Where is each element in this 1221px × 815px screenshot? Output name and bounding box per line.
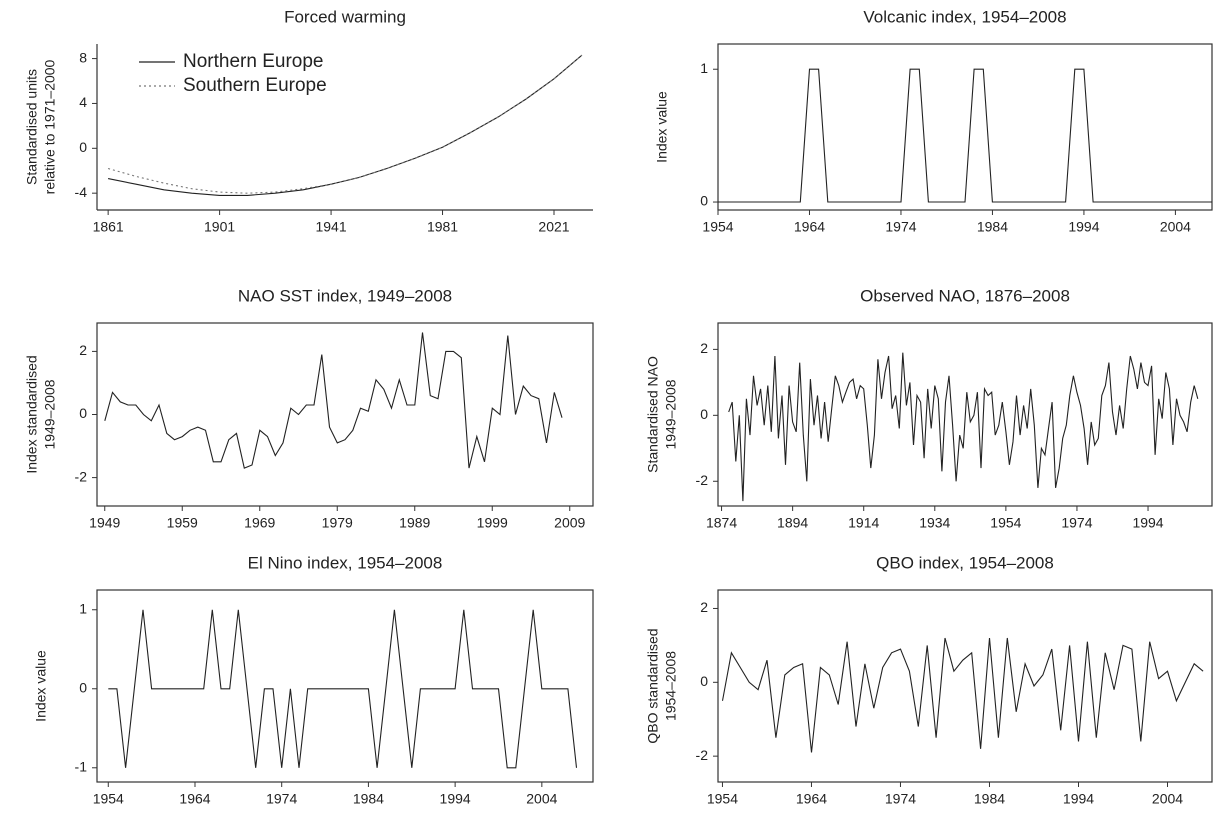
plot-frame <box>96 322 594 507</box>
x-tick-label: 1974 <box>885 219 916 235</box>
plot-frame <box>717 43 1213 211</box>
panel-title: QBO index, 1954–2008 <box>876 553 1054 572</box>
panel-title: El Nino index, 1954–2008 <box>248 553 443 572</box>
x-tick-label: 1914 <box>848 515 879 531</box>
panel-title: Volcanic index, 1954–2008 <box>863 7 1066 26</box>
y-tick-label: 0 <box>700 406 708 422</box>
x-tick-label: 1949 <box>89 515 120 531</box>
x-tick-label: 1954 <box>702 219 733 235</box>
y-axis-label: 1949–2008 <box>663 379 679 449</box>
panel-title: Observed NAO, 1876–2008 <box>860 286 1070 305</box>
y-axis-label: Standardised NAO <box>645 356 661 473</box>
panel-title: Forced warming <box>284 7 406 26</box>
data-line <box>721 637 1204 753</box>
x-tick-label: 2004 <box>526 791 557 807</box>
x-tick-label: 1984 <box>974 791 1005 807</box>
panel-title: NAO SST index, 1949–2008 <box>238 286 452 305</box>
x-tick-label: 1989 <box>399 515 430 531</box>
data-line <box>107 54 583 194</box>
y-tick-label: -2 <box>696 472 709 488</box>
y-tick-label: 2 <box>79 342 87 358</box>
x-tick-label: 1894 <box>777 515 808 531</box>
x-tick-label: 1981 <box>427 219 458 235</box>
x-tick-label: 1979 <box>322 515 353 531</box>
y-tick-label: -1 <box>75 758 88 774</box>
legend-label: Southern Europe <box>183 75 327 96</box>
x-tick-label: 1994 <box>1132 515 1163 531</box>
x-tick-label: 1941 <box>315 219 346 235</box>
plot-frame <box>717 322 1213 507</box>
data-line <box>107 54 583 196</box>
data-line <box>728 352 1199 502</box>
y-tick-label: 0 <box>700 193 708 209</box>
x-tick-label: 1964 <box>179 791 210 807</box>
y-axis-label: Index value <box>33 650 49 722</box>
x-tick-label: 1984 <box>353 791 384 807</box>
x-tick-label: 1954 <box>93 791 124 807</box>
plot-frame <box>717 589 1213 783</box>
y-tick-label: 0 <box>700 673 708 689</box>
y-axis-label: Index standardised <box>24 355 40 473</box>
plot-frame <box>96 589 594 783</box>
y-axis-label: relative to 1971–2000 <box>42 59 58 194</box>
x-tick-label: 1994 <box>1068 219 1099 235</box>
y-tick-label: 8 <box>79 49 87 65</box>
y-tick-label: 2 <box>700 340 708 356</box>
x-tick-label: 1959 <box>167 515 198 531</box>
legend-label: Northern Europe <box>183 51 323 72</box>
x-tick-label: 1964 <box>794 219 825 235</box>
data-line <box>104 332 563 469</box>
y-axis-label: 1954–2008 <box>663 651 679 721</box>
x-tick-label: 1994 <box>440 791 471 807</box>
x-tick-label: 1974 <box>885 791 916 807</box>
x-tick-label: 2021 <box>538 219 569 235</box>
x-tick-label: 1969 <box>244 515 275 531</box>
x-tick-label: 1934 <box>919 515 950 531</box>
x-tick-label: 1874 <box>706 515 737 531</box>
x-tick-label: 1974 <box>1061 515 1092 531</box>
y-tick-label: -2 <box>696 747 709 763</box>
x-tick-label: 2009 <box>554 515 585 531</box>
y-tick-label: -4 <box>75 184 88 200</box>
y-axis-label: QBO standardised <box>645 628 661 743</box>
x-tick-label: 1994 <box>1063 791 1094 807</box>
data-line <box>108 609 578 769</box>
y-tick-label: 0 <box>79 139 87 155</box>
x-tick-label: 1974 <box>266 791 297 807</box>
y-tick-label: 0 <box>79 405 87 421</box>
x-tick-label: 1999 <box>477 515 508 531</box>
x-tick-label: 1984 <box>977 219 1008 235</box>
x-tick-label: 1901 <box>204 219 235 235</box>
x-tick-label: 1954 <box>990 515 1021 531</box>
y-axis-label: Standardised units <box>24 69 40 185</box>
y-tick-label: -2 <box>75 468 88 484</box>
x-tick-label: 1954 <box>707 791 738 807</box>
x-tick-label: 2004 <box>1160 219 1191 235</box>
y-axis-label: Index value <box>654 91 670 163</box>
y-tick-label: 2 <box>700 599 708 615</box>
y-axis-label: 1949–2008 <box>42 379 58 449</box>
x-tick-label: 1964 <box>796 791 827 807</box>
y-tick-label: 1 <box>700 60 708 76</box>
y-tick-label: 0 <box>79 679 87 695</box>
y-tick-label: 4 <box>79 94 87 110</box>
data-line <box>718 68 1212 203</box>
x-tick-label: 1861 <box>93 219 124 235</box>
y-tick-label: 1 <box>79 600 87 616</box>
x-tick-label: 2004 <box>1152 791 1183 807</box>
